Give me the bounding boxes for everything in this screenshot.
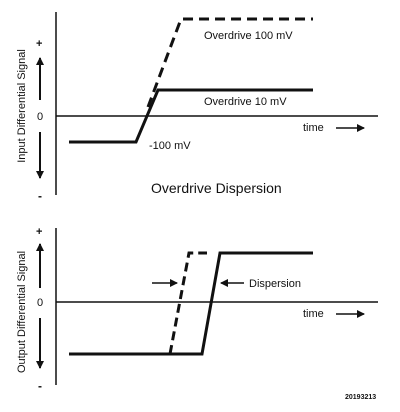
- bottom-zero-label: 0: [37, 297, 43, 309]
- top-time-label: time: [303, 122, 324, 134]
- bottom-plus-sign: +: [36, 226, 42, 238]
- figure-id: 20193213: [345, 394, 376, 401]
- overdrive-10-label: Overdrive 10 mV: [204, 96, 287, 108]
- output-signal-10mv: [69, 251, 313, 356]
- dispersion-label: Dispersion: [249, 278, 301, 290]
- top-zero-label: 0: [37, 111, 43, 123]
- bottom-minus-sign: -: [38, 379, 42, 393]
- diagram-title: Overdrive Dispersion: [151, 180, 282, 196]
- overdrive-100-label: Overdrive 100 mV: [204, 30, 293, 42]
- input-signal-10mv: [69, 88, 313, 144]
- output-signal-100mv: [168, 251, 207, 355]
- minus-100-label: -100 mV: [149, 140, 191, 152]
- bottom-time-label: time: [303, 308, 324, 320]
- top-y-axis-label: Input Differential Signal: [16, 49, 28, 163]
- top-minus-sign: -: [38, 189, 42, 203]
- bottom-y-axis-label: Output Differential Signal: [16, 251, 28, 373]
- top-plus-sign: +: [36, 38, 42, 50]
- input-signal-100mv: [146, 17, 313, 108]
